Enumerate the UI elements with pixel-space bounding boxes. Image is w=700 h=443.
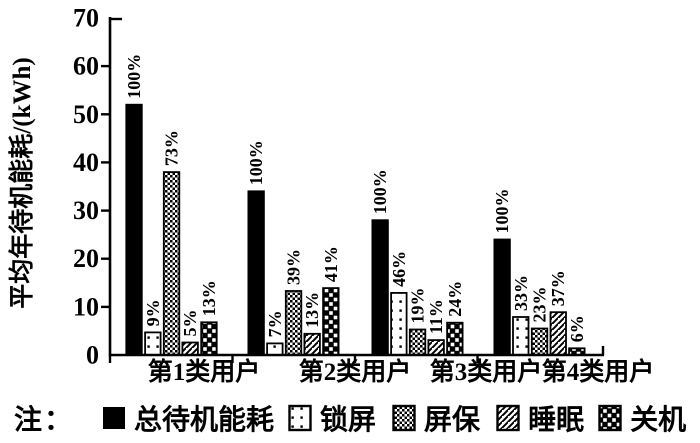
axes xyxy=(108,17,605,357)
y-tick-label: 20 xyxy=(73,244,99,273)
bars-layer xyxy=(125,103,586,356)
bar xyxy=(303,332,321,356)
bar xyxy=(371,219,389,356)
legend-item-total-standby: 总待机能耗 xyxy=(102,398,274,438)
bar xyxy=(247,190,265,356)
bar xyxy=(144,331,162,356)
bar xyxy=(322,287,340,356)
bar xyxy=(200,321,218,356)
bar-percent-label: 100% xyxy=(124,54,144,99)
bar-percent-label: 24% xyxy=(445,281,465,317)
bar xyxy=(446,321,464,356)
bar-percent-label: 11% xyxy=(426,299,446,334)
bar-percent-label: 6% xyxy=(567,315,587,342)
bar xyxy=(427,339,445,356)
bar-percent-label: 7% xyxy=(265,310,285,337)
legend-item-sleep: 睡眠 xyxy=(496,398,584,438)
legend-item-screensaver: 屏保 xyxy=(392,398,480,438)
x-tick-marks xyxy=(108,355,479,363)
legend-label-total-standby: 总待机能耗 xyxy=(134,405,275,436)
bar xyxy=(512,316,530,356)
bar-percent-label: 33% xyxy=(511,275,531,311)
bar-percent-labels-layer: 100% 100% 100% 100% 9% 7% 46% 33% 73% 39% 19% 23% 5%… xyxy=(124,54,587,343)
legend-note: 注： xyxy=(14,405,75,436)
bar-percent-label: 13% xyxy=(302,292,322,328)
bar-percent-label: 39% xyxy=(284,249,304,285)
legend-label-sleep: 睡眠 xyxy=(528,405,585,436)
legend-swatch-lock-screen-icon xyxy=(288,404,312,432)
y-tick-label: 0 xyxy=(86,341,99,370)
y-tick-label: 30 xyxy=(73,196,99,225)
legend-swatch-screensaver-icon xyxy=(392,404,416,432)
bar xyxy=(266,342,284,356)
bar xyxy=(530,327,549,356)
bar-percent-label: 73% xyxy=(162,130,182,166)
legend-item-shutdown: 关机 xyxy=(598,398,686,438)
y-tick-label: 10 xyxy=(73,292,99,321)
y-tick-label: 50 xyxy=(73,100,99,129)
bar-percent-label: 13% xyxy=(199,280,219,316)
y-tick-label: 70 xyxy=(73,4,99,33)
bar-percent-label: 100% xyxy=(492,189,512,234)
bar-percent-label: 23% xyxy=(530,287,550,323)
x-label-user-class-2: 第2类用户 xyxy=(299,357,412,386)
bar xyxy=(408,328,427,356)
y-tick-label: 60 xyxy=(73,52,99,81)
bar-percent-label: 41% xyxy=(321,246,341,282)
bar-percent-label: 46% xyxy=(389,251,409,287)
x-label-user-class-1: 第1类用户 xyxy=(148,357,261,386)
legend-swatch-total-standby-icon xyxy=(103,407,126,429)
legend-label-lock-screen: 锁屏 xyxy=(320,405,377,436)
bar xyxy=(549,311,567,356)
legend: 注： 总待机能耗 锁屏 屏保 睡眠 xyxy=(14,397,694,439)
bar-percent-label: 5% xyxy=(180,310,200,337)
bar-percent-label: 9% xyxy=(143,299,163,326)
bar-percent-label: 37% xyxy=(548,270,568,306)
bar xyxy=(125,103,143,356)
bar-percent-label: 100% xyxy=(370,169,390,214)
bar xyxy=(181,341,199,356)
bar-percent-label: 100% xyxy=(246,140,266,185)
x-label-user-class-3: 第3类用户 xyxy=(430,357,543,386)
y-axis-title: 平均年待机能耗/(kWh) xyxy=(7,57,36,308)
bar xyxy=(162,171,181,356)
bar xyxy=(284,290,303,356)
bar-percent-label: 19% xyxy=(408,288,428,324)
x-label-user-class-4: 第4类用户 xyxy=(542,357,655,386)
y-tick-label: 40 xyxy=(73,148,99,177)
legend-label-screensaver: 屏保 xyxy=(424,405,481,436)
bar xyxy=(493,238,511,356)
y-tick-marks-and-labels: 0 10 20 30 40 50 60 70 xyxy=(73,4,110,370)
legend-label-shutdown: 关机 xyxy=(630,405,687,436)
legend-item-lock-screen: 锁屏 xyxy=(288,398,376,438)
bar xyxy=(390,291,408,356)
legend-swatch-shutdown-icon xyxy=(598,404,622,432)
legend-swatch-sleep-icon xyxy=(496,404,520,432)
